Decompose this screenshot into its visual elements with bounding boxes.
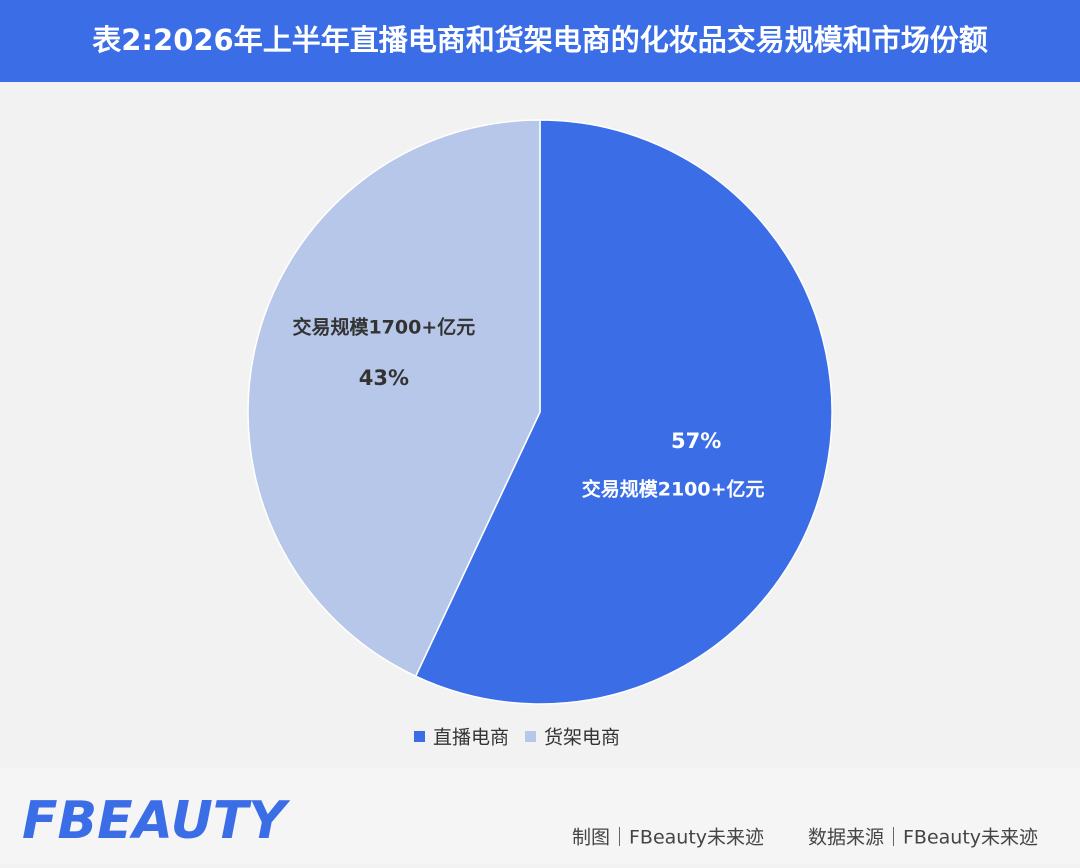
value-label: 43% <box>359 366 409 390</box>
pie-slice <box>247 119 541 678</box>
pie-slice <box>414 119 833 705</box>
made-by: 制图｜FBeauty未来迹 <box>572 827 764 849</box>
legend-swatch <box>525 731 536 742</box>
value-label: 57% <box>671 429 721 453</box>
chart-title: 表2:2026年上半年直播电商和货架电商的化妆品交易规模和市场份额 <box>92 23 988 57</box>
legend-label: 直播电商 <box>433 727 509 749</box>
legend-label: 货架电商 <box>544 727 620 749</box>
logo: FBEAUTY <box>22 791 291 851</box>
annotation: 交易规模2100+亿元 <box>582 477 765 500</box>
legend-swatch <box>414 731 425 742</box>
annotation: 交易规模1700+亿元 <box>292 316 475 339</box>
source: 数据来源｜FBeauty未来迹 <box>808 827 1038 849</box>
header-bar <box>0 0 1080 82</box>
footer-bar <box>0 768 1080 864</box>
